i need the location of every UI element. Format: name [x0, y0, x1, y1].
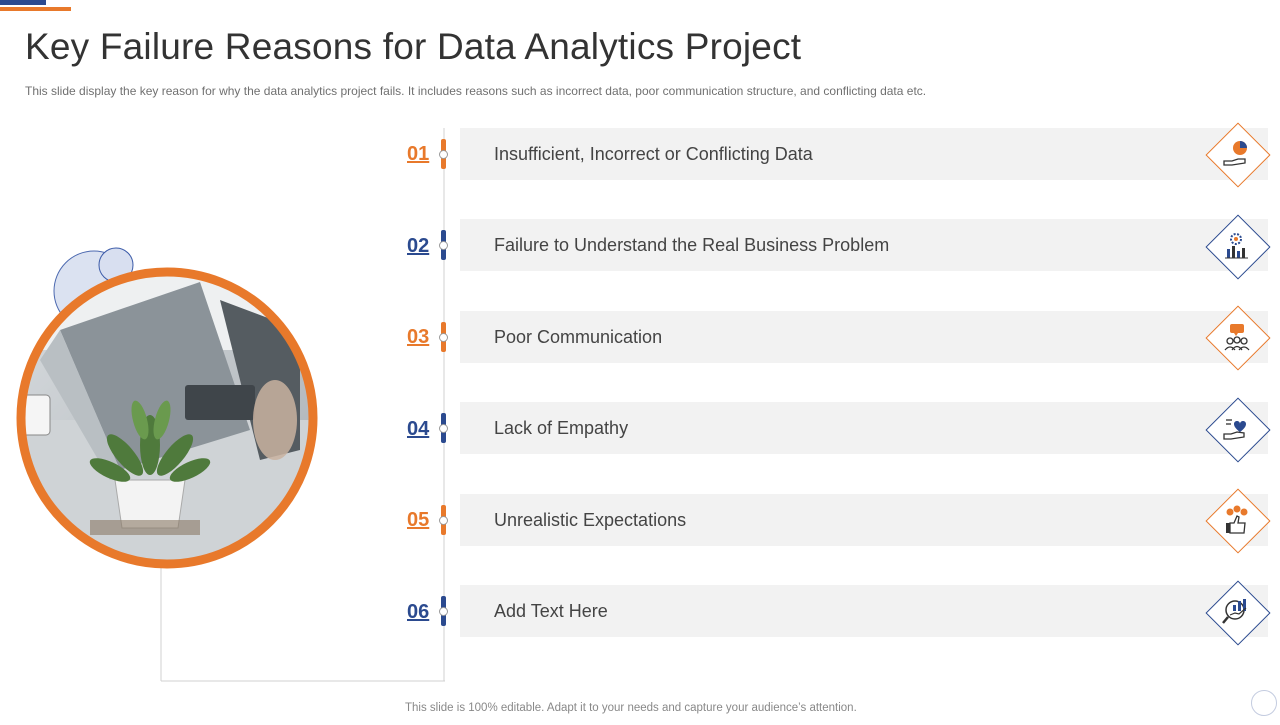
hand-pie-chart-icon	[1223, 141, 1247, 166]
slide-subtitle: This slide display the key reason for wh…	[25, 84, 927, 98]
reason-number: 02	[407, 235, 430, 257]
top-accent-bar-blue	[0, 0, 46, 5]
reason-label: Insufficient, Incorrect or Conflicting D…	[494, 144, 813, 164]
timeline-dot	[439, 607, 448, 616]
reason-label: Poor Communication	[494, 327, 663, 347]
reason-number: 06	[407, 601, 430, 623]
photo-ring	[16, 267, 318, 569]
reason-bar	[460, 494, 1268, 546]
corner-circle-decoration	[1251, 690, 1277, 716]
timeline-dot	[439, 516, 448, 525]
reason-label: Lack of Empathy	[494, 418, 629, 438]
reason-bar	[460, 585, 1268, 637]
magnifier-chart-icon	[1222, 599, 1247, 624]
team-chat-icon	[1224, 324, 1250, 351]
reason-number: 01	[407, 143, 430, 165]
timeline-dot	[439, 424, 448, 433]
timeline-dot	[439, 333, 448, 342]
slide-footer: This slide is 100% editable. Adapt it to…	[405, 702, 857, 714]
reason-label: Add Text Here	[494, 601, 608, 621]
reason-number: 05	[407, 509, 430, 531]
gear-bar-chart-icon	[1225, 233, 1248, 259]
top-accent-bar-orange	[0, 7, 71, 11]
reason-number: 03	[407, 326, 430, 348]
reason-bar	[460, 128, 1268, 180]
reason-bar	[460, 311, 1268, 363]
thumbs-up-coins-icon	[1226, 505, 1248, 534]
photo-area	[0, 0, 450, 720]
timeline-dot	[439, 150, 448, 159]
reason-label: Failure to Understand the Real Business …	[494, 235, 890, 255]
slide-title: Key Failure Reasons for Data Analytics P…	[25, 26, 802, 67]
reason-label: Unrealistic Expectations	[494, 510, 687, 530]
reason-bar	[460, 402, 1268, 454]
photo-illustration	[16, 128, 445, 682]
timeline-dot	[439, 241, 448, 250]
hand-heart-icon	[1223, 419, 1246, 440]
reason-bar	[460, 219, 1268, 271]
reason-number: 04	[407, 418, 430, 440]
